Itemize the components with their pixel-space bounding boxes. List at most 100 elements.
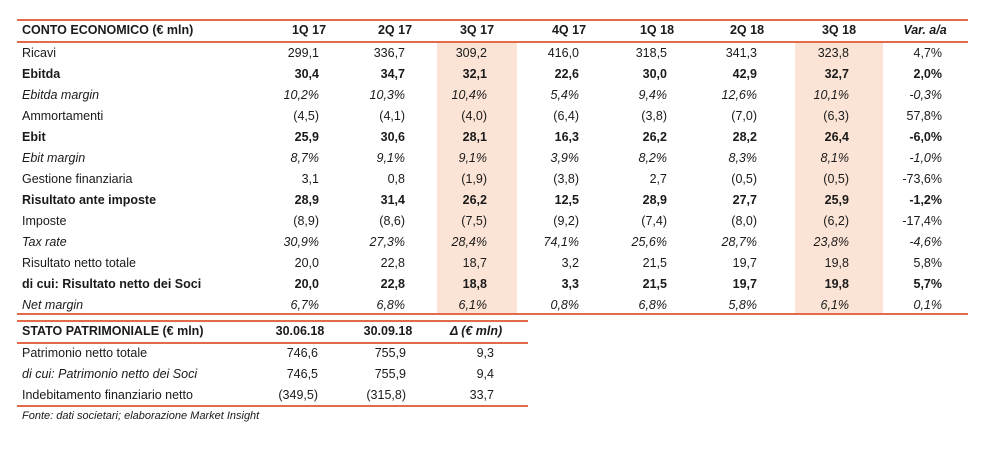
table-cell: 3,2	[561, 256, 579, 270]
table-cell: 755,9	[374, 367, 406, 381]
table-cell: 28,2	[732, 130, 757, 144]
table-cell: (7,5)	[461, 214, 487, 228]
table-cell: 9,4	[476, 367, 494, 381]
income-header-row: CONTO ECONOMICO (€ mln) 1Q 17 2Q 17 3Q 1…	[0, 20, 988, 41]
period-header: 1Q 17	[291, 23, 327, 37]
var-cell: -0,3%	[909, 88, 942, 102]
table-cell: 30,9%	[283, 235, 319, 249]
table-cell: 10,4%	[451, 88, 487, 102]
table-cell: (3,8)	[641, 109, 667, 123]
table-cell: 12,6%	[721, 88, 757, 102]
table-cell: 25,9	[824, 193, 849, 207]
table-cell: 746,5	[286, 367, 318, 381]
table-cell: 19,7	[732, 277, 757, 291]
table-cell: (7,0)	[731, 109, 757, 123]
var-cell: -1,0%	[909, 151, 942, 165]
table-cell: 9,3	[476, 346, 494, 360]
table-row: Risultato netto totale 20,0 22,8 18,7 3,2 21,…	[0, 253, 988, 274]
balance-header-rule	[17, 342, 528, 344]
table-cell: 22,8	[380, 277, 405, 291]
row-label: di cui: Risultato netto dei Soci	[22, 277, 202, 291]
table-cell: 416,0	[547, 46, 579, 60]
table-cell: 27,3%	[369, 235, 405, 249]
table-row: Tax rate 30,9% 27,3% 28,4% 74,1% 25,6% 28,7% 23…	[0, 232, 988, 253]
table-cell: 21,5	[642, 277, 667, 291]
table-cell: (1,9)	[461, 172, 487, 186]
table-cell: 9,1%	[376, 151, 406, 165]
row-label: Risultato netto totale	[22, 256, 136, 270]
balance-col-header: 30.06.18	[275, 324, 325, 338]
table-cell: 6,1%	[820, 298, 850, 312]
table-cell: 25,9	[294, 130, 319, 144]
table-row: di cui: Risultato netto dei Soci 20,0 22,8…	[0, 274, 988, 295]
table-cell: 0,8	[387, 172, 405, 186]
var-cell: 5,7%	[913, 277, 943, 291]
table-cell: 3,9%	[550, 151, 580, 165]
table-row: Ebit 25,9 30,6 28,1 16,3 26,2 28,2 26,4 -6,0%	[0, 127, 988, 148]
table-cell: 19,8	[824, 277, 849, 291]
balance-col-header: Δ (€ mln)	[449, 324, 503, 338]
row-label: Tax rate	[22, 235, 67, 249]
table-row: Ebit margin 8,7% 9,1% 9,1% 3,9% 8,2% 8,3% 8,1% -…	[0, 148, 988, 169]
table-row: Net margin 6,7% 6,8% 6,1% 0,8% 6,8% 5,8% 6,1% 0,…	[0, 295, 988, 316]
period-header: 3Q 17	[459, 23, 495, 37]
period-header: 4Q 17	[551, 23, 587, 37]
table-cell: (0,5)	[823, 172, 849, 186]
table-cell: (6,3)	[823, 109, 849, 123]
table-cell: 20,0	[294, 256, 319, 270]
table-cell: 6,8%	[638, 298, 668, 312]
row-label: Ebit	[22, 130, 46, 144]
highlight-3q17	[437, 42, 517, 313]
table-cell: (4,0)	[461, 109, 487, 123]
table-cell: 2,7	[649, 172, 667, 186]
period-header: 2Q 18	[729, 23, 765, 37]
table-cell: 31,4	[380, 193, 405, 207]
income-title: CONTO ECONOMICO (€ mln)	[22, 23, 194, 37]
table-cell: (4,1)	[379, 109, 405, 123]
table-cell: (6,2)	[823, 214, 849, 228]
table-cell: 6,7%	[290, 298, 320, 312]
table-cell: 30,0	[642, 67, 667, 81]
income-bottom-rule	[17, 313, 968, 315]
row-label: Ebitda	[22, 67, 61, 81]
table-cell: (8,0)	[731, 214, 757, 228]
table-cell: 309,2	[455, 46, 487, 60]
table-cell: 27,7	[732, 193, 757, 207]
table-cell: 9,4%	[638, 88, 668, 102]
table-cell: 28,4%	[451, 235, 487, 249]
table-row: Ricavi 299,1 336,7 309,2 416,0 318,5 341,3 323,…	[0, 43, 988, 64]
table-cell: 0,8%	[550, 298, 580, 312]
var-cell: -1,2%	[909, 193, 942, 207]
table-cell: 32,1	[462, 67, 487, 81]
table-row: Indebitamento finanziario netto (349,5) (3…	[0, 385, 988, 406]
table-row: Gestione finanziaria 3,1 0,8 (1,9) (3,8) 2,7 (…	[0, 169, 988, 190]
row-label: Ebit margin	[22, 151, 86, 165]
var-cell: -6,0%	[909, 130, 942, 144]
row-label: Imposte	[22, 214, 67, 228]
table-cell: 34,7	[380, 67, 405, 81]
table-row: Patrimonio netto totale 746,6 755,9 9,3	[0, 343, 988, 364]
source-note: Fonte: dati societari; elaborazione Mark…	[22, 410, 260, 422]
table-cell: 16,3	[554, 130, 579, 144]
table-cell: 23,8%	[813, 235, 849, 249]
table-cell: 3,3	[561, 277, 579, 291]
table-cell: (8,6)	[379, 214, 405, 228]
table-cell: 8,2%	[638, 151, 668, 165]
var-cell: 5,8%	[913, 256, 943, 270]
table-cell: 6,1%	[458, 298, 488, 312]
table-cell: 30,6	[380, 130, 405, 144]
table-row: di cui: Patrimonio netto dei Soci 746,5 75…	[0, 364, 988, 385]
table-cell: (4,5)	[293, 109, 319, 123]
balance-title: STATO PATRIMONIALE (€ mln)	[22, 324, 204, 338]
row-label: di cui: Patrimonio netto dei Soci	[22, 367, 198, 381]
table-row: Ebitda 30,4 34,7 32,1 22,6 30,0 42,9 32,7 2,0%	[0, 64, 988, 85]
table-cell: 5,8%	[728, 298, 758, 312]
row-label: Gestione finanziaria	[22, 172, 133, 186]
row-label: Net margin	[22, 298, 84, 312]
table-cell: (6,4)	[553, 109, 579, 123]
table-cell: 18,7	[462, 256, 487, 270]
table-cell: 8,1%	[820, 151, 850, 165]
table-cell: 5,4%	[550, 88, 580, 102]
var-cell: -17,4%	[902, 214, 942, 228]
table-cell: 9,1%	[458, 151, 488, 165]
